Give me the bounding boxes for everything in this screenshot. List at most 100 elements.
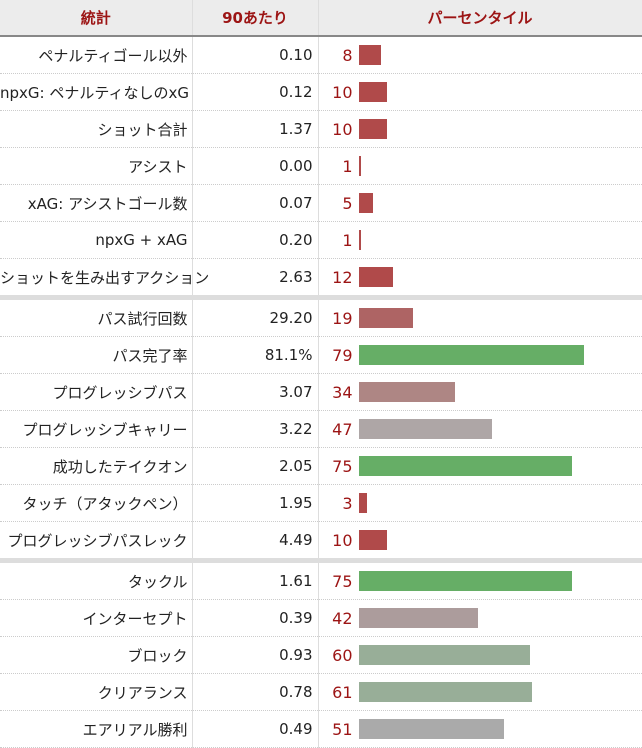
percentile-bar [358,193,373,213]
stat-name: 成功したテイクオン [0,447,193,485]
per90-value: 0.20 [192,221,319,259]
table-row: 成功したテイクオン 2.05 75 [0,447,642,485]
percentile-value: 10 [332,530,353,550]
percentile-bar [358,119,387,139]
percentile-bar [358,493,368,513]
percentile-value: 1 [342,156,353,176]
table-row: xAG: アシストゴール数 0.07 5 [0,184,642,222]
percentile-value: 75 [332,571,353,591]
per90-value: 0.78 [192,673,319,711]
percentile-value: 34 [332,382,353,402]
percentile-cell: 8 [318,36,642,74]
percentile-value: 42 [332,608,353,628]
per90-value: 29.20 [192,295,319,337]
percentile-bar [358,571,573,591]
percentile-value: 8 [342,45,353,65]
percentile-cell: 75 [318,447,642,485]
percentile-cell: 61 [318,673,642,711]
percentile-value: 79 [332,345,353,365]
table-row: インターセプト 0.39 42 [0,599,642,637]
table-row: ブロック 0.93 60 [0,636,642,674]
per90-value: 3.07 [192,373,319,411]
percentile-cell: 75 [318,558,642,600]
stat-name: クリアランス [0,673,193,711]
percentile-cell: 3 [318,484,642,522]
percentile-bar [358,267,393,287]
stat-name: ペナルティゴール以外 [0,36,193,74]
table-row: プログレッシブキャリー 3.22 47 [0,410,642,448]
percentile-cell: 51 [318,710,642,748]
percentile-cell: 10 [318,521,642,561]
table-row: npxG: ペナルティなしのxG 0.12 10 [0,73,642,111]
per90-value: 0.12 [192,73,319,111]
per90-value: 2.05 [192,447,319,485]
per90-value: 1.61 [192,558,319,600]
percentile-value: 60 [332,645,353,665]
percentile-cell: 1 [318,221,642,259]
percentile-cell: 47 [318,410,642,448]
percentile-value: 47 [332,419,353,439]
stat-name: アシスト [0,147,193,185]
percentile-cell: 34 [318,373,642,411]
percentile-bar [358,682,533,702]
table-row: プログレッシブパスレック 4.49 10 [0,521,642,561]
percentile-value: 61 [332,682,353,702]
stat-name: パス試行回数 [0,295,193,337]
per90-value: 2.63 [192,258,319,298]
table-row: パス試行回数 29.20 19 [0,295,642,337]
percentile-value: 1 [342,230,353,250]
percentile-bar [358,456,573,476]
table-row: タックル 1.61 75 [0,558,642,600]
percentile-cell: 79 [318,336,642,374]
percentile-bar [358,645,530,665]
header-per90[interactable]: 90あたり [192,0,319,37]
percentile-cell: 60 [318,636,642,674]
stat-name: タッチ（アタックペン） [0,484,193,522]
stat-name: インターセプト [0,599,193,637]
percentile-cell: 42 [318,599,642,637]
percentile-value: 19 [332,308,353,328]
percentile-bar [358,382,456,402]
stat-name: ショットを生み出すアクション [0,258,209,298]
percentile-bar [358,608,479,628]
per90-value: 0.49 [192,710,319,748]
stat-name: エアリアル勝利 [0,710,193,748]
per90-value: 0.00 [192,147,319,185]
percentile-bar [358,719,504,739]
percentile-cell: 1 [318,147,642,185]
per90-value: 1.95 [192,484,319,522]
percentile-bar [358,419,493,439]
percentile-cell: 10 [318,110,642,148]
percentile-bar [358,530,387,550]
per90-value: 4.49 [192,521,319,561]
table-row: プログレッシブパス 3.07 34 [0,373,642,411]
percentile-value: 5 [342,193,353,213]
percentile-cell: 19 [318,295,642,337]
header-stat[interactable]: 統計 [0,0,193,37]
percentile-value: 12 [332,267,353,287]
stat-name: プログレッシブパス [0,373,193,411]
stat-name: プログレッシブパスレック [0,521,193,561]
per90-value: 0.39 [192,599,319,637]
header-row: 統計 90あたり パーセンタイル [0,0,642,37]
table-row: パス完了率 81.1% 79 [0,336,642,374]
stat-name: ブロック [0,636,193,674]
percentile-bar [358,82,387,102]
table-row: エアリアル勝利 0.49 51 [0,710,642,748]
percentile-cell: 10 [318,73,642,111]
percentile-bar [358,156,362,176]
percentile-cell: 12 [318,258,642,298]
percentile-value: 10 [332,82,353,102]
header-percentile[interactable]: パーセンタイル [318,0,642,37]
percentile-bar [358,230,362,250]
per90-value: 0.10 [192,36,319,74]
table-row: npxG + xAG 0.20 1 [0,221,642,259]
stat-name: ショット合計 [0,110,193,148]
table-row: タッチ（アタックペン） 1.95 3 [0,484,642,522]
per90-value: 1.37 [192,110,319,148]
percentile-bar [358,308,413,328]
per90-value: 0.07 [192,184,319,222]
percentile-value: 75 [332,456,353,476]
stat-name: プログレッシブキャリー [0,410,193,448]
stat-name: xAG: アシストゴール数 [0,184,193,222]
